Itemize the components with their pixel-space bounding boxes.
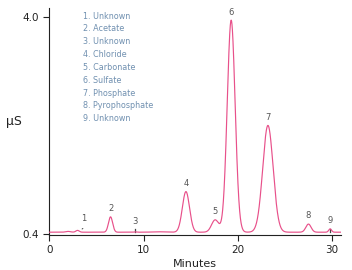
Text: 8: 8 — [306, 211, 311, 221]
Text: 4: 4 — [183, 179, 189, 188]
Text: 6: 6 — [228, 8, 234, 17]
Text: 1: 1 — [82, 214, 87, 223]
Text: 9: 9 — [327, 216, 333, 225]
Text: 3: 3 — [132, 217, 138, 225]
X-axis label: Minutes: Minutes — [173, 259, 217, 269]
Text: 5: 5 — [213, 207, 218, 216]
Y-axis label: μS: μS — [6, 115, 22, 128]
Text: 1. Unknown
2. Acetate
3. Unknown
4. Chloride
5. Carbonate
6. Sulfate
7. Phosphat: 1. Unknown 2. Acetate 3. Unknown 4. Chlo… — [83, 12, 153, 123]
Text: 7: 7 — [265, 113, 271, 122]
Text: 2: 2 — [108, 204, 113, 213]
